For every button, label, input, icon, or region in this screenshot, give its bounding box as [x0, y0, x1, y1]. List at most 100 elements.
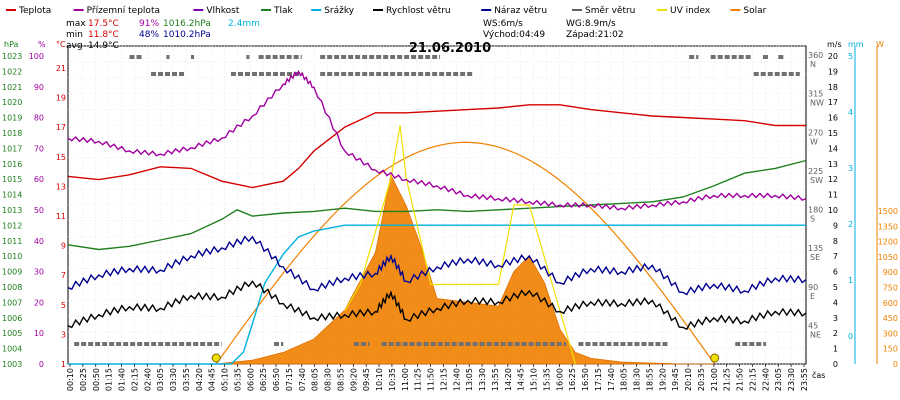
tick-ms: 14	[828, 144, 838, 153]
tick-percent: 90	[34, 83, 44, 92]
tick-ms: 17	[828, 98, 838, 107]
tick-ms: 5	[833, 283, 838, 292]
series-tlak	[67, 159, 807, 251]
tick-hpa: 1012	[2, 221, 22, 230]
tick-celsius: 13	[56, 182, 66, 191]
legend-label-srazky: Srážky	[324, 6, 355, 16]
x-tick-label: 22:15	[748, 368, 757, 391]
series-vlhkost	[67, 69, 807, 211]
x-tick-label: 23:05	[774, 368, 783, 391]
x-tick-label: 21:00	[710, 368, 719, 391]
x-tick-label: 12:15	[439, 368, 448, 391]
tick-direction: 270	[808, 128, 823, 137]
tick-hpa: 1020	[2, 98, 22, 107]
x-tick-label: 06:00	[246, 368, 255, 391]
tick-celsius: 21	[56, 64, 66, 73]
tick-ms: 10	[828, 206, 838, 215]
tick-mm: 1	[848, 276, 853, 285]
tick-celsius: 15	[56, 153, 66, 162]
tick-direction: 315	[808, 90, 823, 99]
tick-direction-label: NW	[810, 99, 824, 108]
x-tick-label: 23:30	[787, 368, 796, 391]
x-tick-label: 18:55	[645, 368, 654, 391]
legend-label-teplota: Teplota	[18, 6, 51, 16]
stat-max-press: 1016.2hPa	[163, 19, 211, 29]
tick-hpa: 1009	[2, 268, 22, 277]
stat-max-label: max	[66, 19, 86, 29]
tick-direction-label: N	[810, 60, 816, 69]
x-tick-label: 15:35	[542, 368, 551, 391]
x-tick-label: 09:45	[362, 368, 371, 391]
x-tick-label: 07:15	[285, 368, 294, 391]
stat-min-temp: 11.8°C	[88, 30, 119, 40]
x-tick-label: 01:40	[118, 368, 127, 391]
tick-w: 150	[883, 345, 898, 354]
tick-hpa: 1007	[2, 298, 22, 307]
tick-ms: 4	[833, 298, 838, 307]
tick-ms: 20	[828, 52, 838, 61]
x-tick-label: 06:50	[272, 368, 281, 391]
x-tick-label: 12:40	[452, 368, 461, 391]
plot-area	[67, 55, 807, 365]
x-tick-label: 14:45	[517, 368, 526, 391]
tick-celsius: 3	[61, 330, 66, 339]
tick-hpa: 1019	[2, 114, 22, 123]
tick-percent: 50	[34, 206, 44, 215]
legend-label-prizemni-teplota: Přízemní teplota	[87, 6, 160, 16]
series-uv-index	[344, 125, 576, 365]
series-teplota	[67, 104, 806, 189]
x-tick-label: 08:55	[336, 368, 345, 391]
tick-ms: 8	[833, 237, 838, 246]
tick-ms: 13	[828, 160, 838, 169]
x-tick-label: 00:25	[79, 368, 88, 391]
x-tick-label: 02:40	[143, 368, 152, 391]
x-tick-label: 09:20	[349, 368, 358, 391]
tick-direction-label: SW	[810, 176, 823, 185]
x-tick-label: 07:40	[298, 368, 307, 391]
tick-ms: 3	[833, 314, 838, 323]
tick-ms: 0	[833, 360, 838, 369]
axis-unit-percent: %	[38, 40, 46, 49]
tick-hpa: 1011	[2, 237, 22, 246]
chart-date: 21.06.2010	[409, 41, 491, 56]
tick-hpa: 1021	[2, 83, 22, 92]
tick-direction: 45	[808, 321, 818, 330]
x-tick-label: 13:55	[491, 368, 500, 391]
tick-ms: 15	[828, 129, 838, 138]
legend-label-solar: Solar	[743, 6, 766, 16]
tick-percent: 0	[39, 360, 44, 369]
stat-max-hum: 91%	[139, 19, 159, 29]
stat-min-press: 1010.2hPa	[163, 30, 211, 40]
tick-direction-label: E	[810, 292, 815, 301]
x-tick-label: 21:50	[736, 368, 745, 391]
tick-w: 600	[883, 299, 898, 308]
tick-ms: 6	[833, 268, 838, 277]
axis-unit-celsius: °C	[56, 40, 66, 49]
stat-ws: WS:6m/s	[483, 19, 523, 29]
tick-w: 750	[883, 284, 898, 293]
x-tick-label: 16:00	[555, 368, 564, 391]
tick-direction-label: W	[810, 137, 818, 146]
legend-label-uv-index: UV index	[670, 6, 711, 16]
x-tick-label: 17:40	[607, 368, 616, 391]
tick-hpa: 1004	[2, 345, 22, 354]
grid	[67, 45, 807, 365]
tick-hpa: 1022	[2, 67, 22, 76]
x-tick-label: 11:00	[401, 368, 410, 391]
x-tick-label: 03:05	[156, 368, 165, 391]
tick-hpa: 1013	[2, 206, 22, 215]
axis-unit-hpa: hPa	[4, 40, 19, 49]
stat-sunrise: Východ:04:49	[483, 30, 545, 40]
tick-celsius: 1	[61, 360, 66, 369]
x-tick-label: 14:20	[504, 368, 513, 391]
tick-hpa: 1017	[2, 144, 22, 153]
x-tick-label: 23:55	[800, 368, 809, 391]
sunrise-marker	[211, 353, 221, 363]
tick-direction: 90	[808, 283, 818, 292]
x-tick-label: 02:15	[130, 368, 139, 391]
tick-hpa: 1006	[2, 314, 22, 323]
tick-w: 0	[893, 360, 898, 369]
tick-w: 300	[883, 329, 898, 338]
tick-percent: 30	[34, 268, 44, 277]
tick-direction: 360	[808, 51, 823, 60]
